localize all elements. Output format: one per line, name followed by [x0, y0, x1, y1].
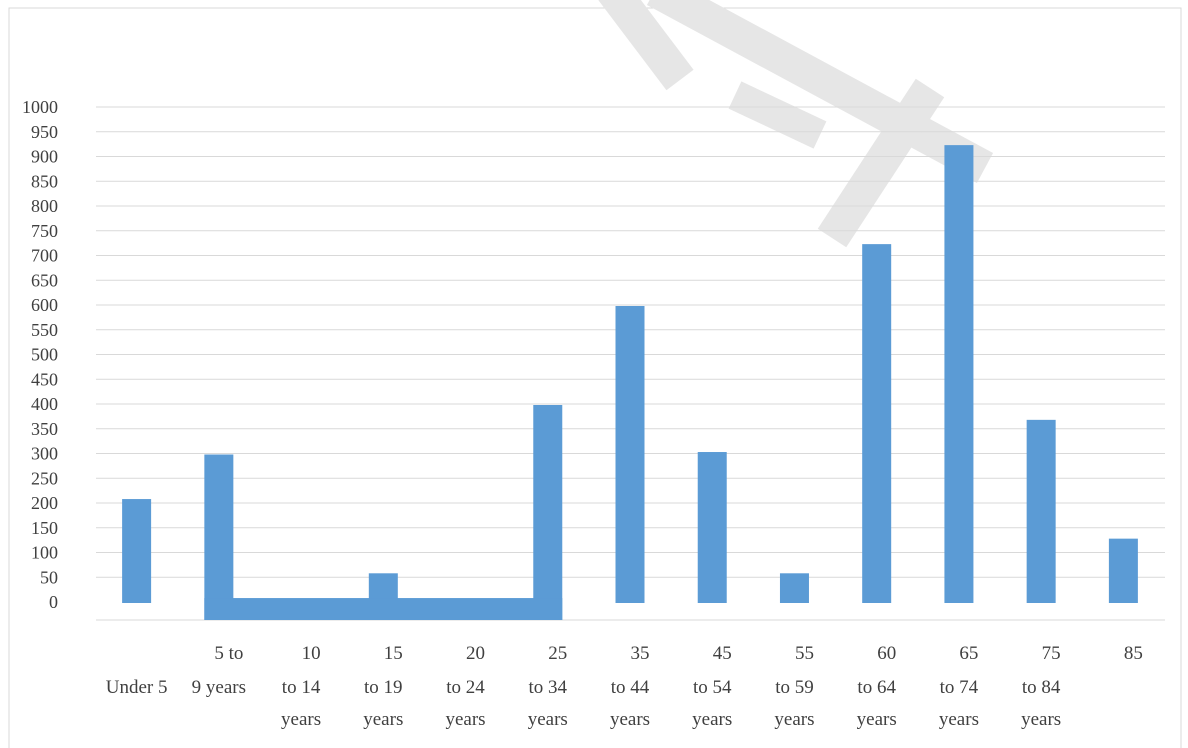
x-tick-label: 15: [384, 643, 403, 664]
bar: [615, 306, 645, 603]
y-tick-label: 950: [31, 122, 58, 142]
x-tick-label: years: [363, 709, 403, 730]
x-tick-label: 75: [1042, 643, 1061, 664]
y-tick-label: 650: [31, 270, 58, 290]
x-tick-label: to 74: [940, 677, 979, 698]
x-tick-label: years: [692, 709, 732, 730]
bar: [1026, 419, 1056, 603]
x-tick-label: 10: [302, 643, 321, 664]
y-tick-label: 600: [31, 295, 58, 315]
bar: [533, 405, 563, 620]
y-tick-label: 100: [31, 543, 58, 563]
y-tick-label: 700: [31, 246, 58, 266]
bars: [122, 145, 1138, 620]
y-tick-label: 200: [31, 493, 58, 513]
watermark-stroke-2: [646, 0, 994, 183]
x-tick-label: 25: [548, 643, 567, 664]
x-tick-label: to 59: [775, 677, 814, 698]
y-tick-label: 850: [31, 171, 58, 191]
bar: [122, 499, 152, 603]
x-tick-label: 45: [713, 643, 732, 664]
x-tick-label: to 24: [446, 677, 485, 698]
y-tick-label: 1000: [22, 97, 58, 117]
y-tick-label: 400: [31, 394, 58, 414]
x-tick-label: years: [445, 709, 485, 730]
y-tick-label: 350: [31, 419, 58, 439]
y-tick-label: 800: [31, 196, 58, 216]
bar: [862, 244, 892, 603]
x-tick-label: 20: [466, 643, 485, 664]
x-tick-label: years: [281, 709, 321, 730]
x-tick-label: years: [528, 709, 568, 730]
watermark-stroke-1: [598, 0, 694, 91]
watermark-stroke-4: [817, 78, 945, 248]
x-tick-label: years: [939, 709, 979, 730]
x-tick-label: to 54: [693, 677, 732, 698]
x-tick-label: years: [774, 709, 814, 730]
bar: [204, 454, 234, 620]
x-tick-label: to 64: [857, 677, 896, 698]
bar: [697, 452, 727, 603]
y-tick-label: 50: [40, 567, 58, 587]
x-tick-label: 9 years: [192, 677, 246, 698]
x-tick-label: to 19: [364, 677, 403, 698]
x-tick-label: to 34: [529, 677, 568, 698]
bar: [779, 573, 809, 603]
bar-connector: [204, 598, 563, 620]
x-tick-label: years: [857, 709, 897, 730]
x-tick-label: to 84: [1022, 677, 1061, 698]
x-tick-label: 85: [1124, 643, 1143, 664]
x-tick-label: to 44: [611, 677, 650, 698]
x-tick-label: years: [1021, 709, 1061, 730]
x-tick-label: Under 5: [106, 677, 168, 698]
bar: [1108, 538, 1138, 603]
y-tick-label: 550: [31, 320, 58, 340]
chart-border: [8, 7, 1182, 748]
y-tick-label: 900: [31, 147, 58, 167]
x-tick-label: 65: [959, 643, 978, 664]
x-axis-labels: Under 5 5 to 9 years 10 to 14 years 15 to 19 yea…: [106, 643, 1143, 730]
x-tick-label: 60: [877, 643, 896, 664]
watermark-stroke-3: [728, 81, 827, 149]
y-tick-label: 150: [31, 518, 58, 538]
y-tick-label: 0: [49, 592, 58, 612]
x-tick-label: 5 to: [214, 643, 243, 664]
y-tick-label: 750: [31, 221, 58, 241]
x-tick-label: 55: [795, 643, 814, 664]
y-tick-label: 300: [31, 444, 58, 464]
y-axis-labels: 0 50 100 150 200 250 300 350 400 450 500 550 600 650 7…: [22, 97, 58, 612]
x-tick-label: years: [610, 709, 650, 730]
x-tick-label: to 14: [282, 677, 321, 698]
bar: [944, 145, 974, 603]
y-tick-label: 500: [31, 345, 58, 365]
y-tick-label: 250: [31, 468, 58, 488]
watermark: [598, 0, 994, 248]
x-tick-label: 35: [631, 643, 650, 664]
y-tick-label: 450: [31, 369, 58, 389]
